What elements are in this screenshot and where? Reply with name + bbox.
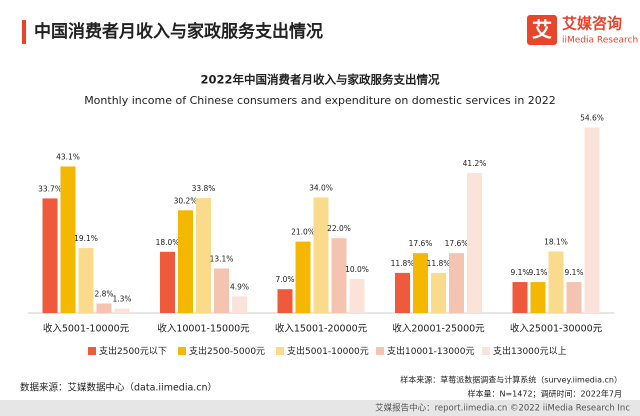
- logo-en: iiMedia Research: [562, 36, 638, 46]
- bar: [530, 282, 546, 313]
- value-label: 41.2%: [463, 159, 487, 168]
- bar: [295, 241, 311, 313]
- bar: [114, 308, 130, 313]
- bar: [548, 251, 564, 313]
- title-accent: [22, 20, 26, 44]
- value-label: 17.6%: [445, 239, 469, 248]
- bar: [42, 198, 58, 313]
- value-label: 33.7%: [38, 184, 62, 193]
- value-label: 11.8%: [391, 259, 415, 268]
- value-label: 18.0%: [156, 238, 180, 247]
- value-label: 18.1%: [544, 237, 568, 246]
- bar: [214, 268, 229, 313]
- value-label: 54.6%: [580, 113, 604, 122]
- value-label: 9.1%: [564, 268, 583, 277]
- value-label: 21.0%: [291, 228, 315, 237]
- value-label: 22.0%: [327, 224, 351, 233]
- bar: [313, 197, 329, 313]
- legend-swatch: [482, 347, 490, 355]
- bar: [277, 289, 293, 313]
- chart-title: 2022年中国消费者月收入与家政服务支出情况: [200, 73, 440, 87]
- legend-label: 支出2500-5000元: [189, 345, 265, 357]
- bar: [78, 248, 94, 313]
- value-label: 9.1%: [510, 268, 529, 277]
- logo-mark: 艾: [532, 18, 552, 42]
- value-label: 43.1%: [56, 152, 80, 161]
- bar: [178, 210, 193, 313]
- bar: [196, 198, 211, 313]
- logo-cn: 艾媒咨询: [562, 15, 622, 33]
- legend-swatch: [276, 347, 284, 355]
- value-label: 9.1%: [528, 268, 547, 277]
- bar: [349, 279, 365, 313]
- value-label: 11.8%: [427, 259, 451, 268]
- x-tick-label: 收入10001-15000元: [157, 323, 250, 335]
- bar: [566, 282, 582, 313]
- sample-source: 样本来源：草莓派数据调查与计算系统（survey.iimedia.cn）: [400, 375, 622, 385]
- page-title: 中国消费者月收入与家政服务支出情况: [34, 21, 323, 42]
- bar: [467, 172, 482, 313]
- legend-swatch: [88, 347, 96, 355]
- bar: [160, 251, 175, 313]
- legend-label: 支出2500元以下: [99, 345, 167, 357]
- logo-box: [527, 15, 557, 45]
- legend-label: 支出10001-13000元: [387, 345, 475, 357]
- value-label: 30.2%: [174, 196, 198, 205]
- x-tick-label: 收入25001-30000元: [510, 323, 603, 335]
- value-label: 33.8%: [192, 184, 216, 193]
- bar: [331, 238, 347, 313]
- source: 数据来源：艾媒数据中心（data.iimedia.cn）: [20, 382, 217, 394]
- bar: [232, 296, 247, 313]
- x-tick-label: 收入5001-10000元: [43, 323, 130, 335]
- value-label: 4.9%: [230, 282, 249, 291]
- bar: [431, 272, 446, 313]
- x-tick-label: 收入15001-20000元: [275, 323, 368, 335]
- legend-swatch: [376, 347, 384, 355]
- chart-subtitle: Monthly income of Chinese consumers and …: [84, 94, 556, 107]
- copyright: 艾媒报告中心：report.iimedia.cn ©2022 iiMedia R…: [375, 403, 630, 414]
- value-label: 7.0%: [275, 275, 294, 284]
- legend-label: 支出13000元以上: [493, 345, 567, 357]
- legend-swatch: [178, 347, 186, 355]
- value-label: 1.3%: [112, 295, 131, 304]
- bar: [512, 282, 528, 313]
- value-label: 10.0%: [345, 265, 369, 274]
- bar: [395, 272, 410, 313]
- value-label: 34.0%: [309, 183, 333, 192]
- bar: [449, 253, 464, 313]
- x-tick-label: 收入20001-25000元: [392, 323, 485, 335]
- value-label: 2.8%: [94, 289, 113, 298]
- bar: [60, 166, 76, 313]
- legend-label: 支出5001-10000元: [287, 345, 369, 357]
- bar: [96, 303, 112, 313]
- bar: [413, 253, 428, 313]
- value-label: 19.1%: [74, 234, 98, 243]
- sample-size: 样本量：N=1472；调研时间：2022年7月: [468, 389, 623, 399]
- footer-bar: [0, 400, 640, 416]
- bar: [584, 127, 600, 313]
- value-label: 17.6%: [409, 239, 433, 248]
- value-label: 13.1%: [210, 254, 234, 263]
